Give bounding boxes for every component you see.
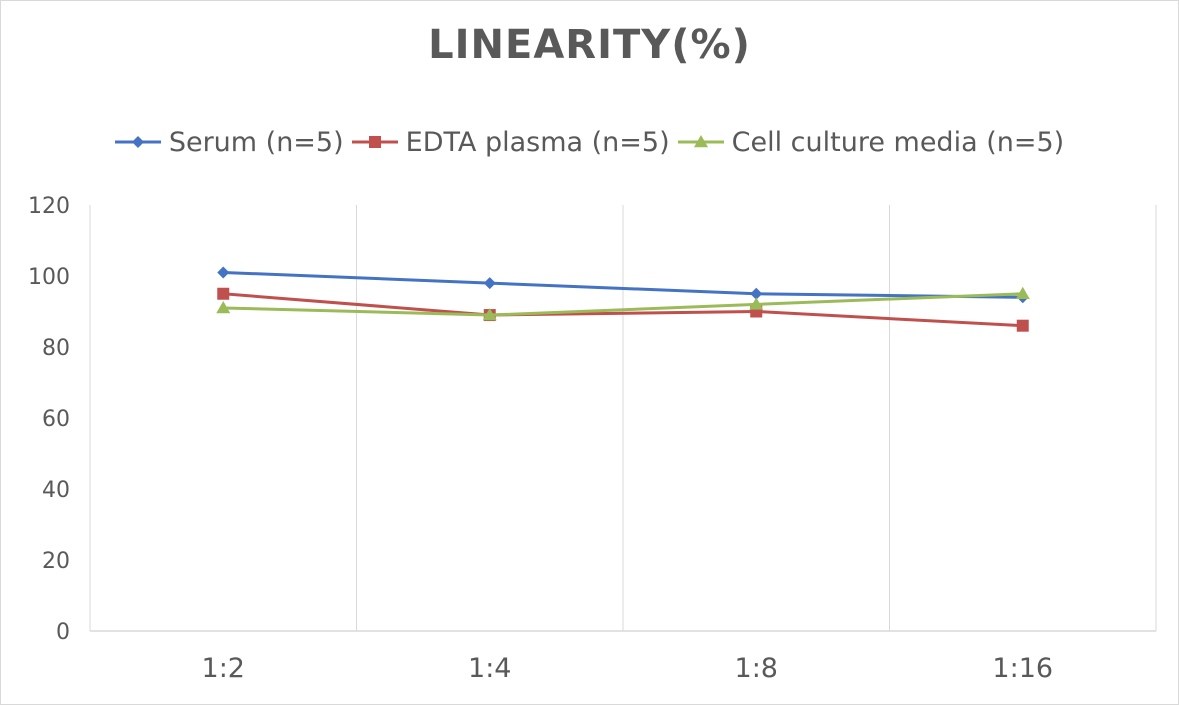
legend-label-serum: Serum (n=5)	[168, 126, 344, 158]
legend-marker	[131, 136, 144, 148]
legend-marker	[693, 135, 708, 148]
legend-item-cell-culture-media: Cell culture media (n=5)	[677, 126, 1065, 158]
legend-item-edta-plasma: EDTA plasma (n=5)	[351, 126, 670, 158]
y-tick-label: 80	[42, 336, 70, 361]
legend-swatch-serum	[114, 136, 161, 148]
x-tick-label: 1:16	[992, 653, 1053, 684]
x-tick-label: 1:4	[468, 653, 511, 684]
legend-swatch-edta-plasma	[351, 136, 398, 148]
legend-swatch-cell-culture-media	[677, 135, 724, 148]
legend-label-edta-plasma: EDTA plasma (n=5)	[405, 126, 670, 158]
chart-legend: Serum (n=5) EDTA plasma (n=5) Cell cultu…	[0, 122, 1179, 162]
data-point-serum	[483, 277, 496, 290]
legend-marker	[368, 136, 381, 148]
data-point-cell-culture-media	[1015, 286, 1030, 299]
data-point-cell-culture-media	[216, 300, 231, 314]
data-point-serum	[217, 266, 230, 279]
y-tick-label: 120	[28, 194, 70, 219]
data-point-serum	[750, 287, 763, 300]
y-tick-label: 100	[28, 265, 70, 290]
y-tick-label: 20	[42, 549, 70, 574]
data-point-edta-plasma	[1016, 319, 1029, 332]
series-line-edta-plasma	[223, 292, 1023, 328]
chart-title: LINEARITY(%)	[428, 22, 751, 68]
data-point-cell-culture-media	[749, 297, 764, 310]
y-tick-label: 40	[42, 478, 70, 503]
y-tick-label: 0	[56, 620, 70, 645]
legend-label-cell-culture-media: Cell culture media (n=5)	[731, 126, 1065, 158]
data-point-edta-plasma	[217, 287, 230, 300]
x-tick-label: 1:8	[735, 653, 778, 684]
x-tick-label: 1:2	[202, 653, 245, 684]
series-line-cell-culture-media	[223, 292, 1023, 317]
data-point-cell-culture-media	[482, 308, 497, 321]
y-tick-label: 60	[42, 407, 70, 432]
legend-item-serum: Serum (n=5)	[114, 126, 344, 158]
series-line-serum	[223, 270, 1023, 299]
